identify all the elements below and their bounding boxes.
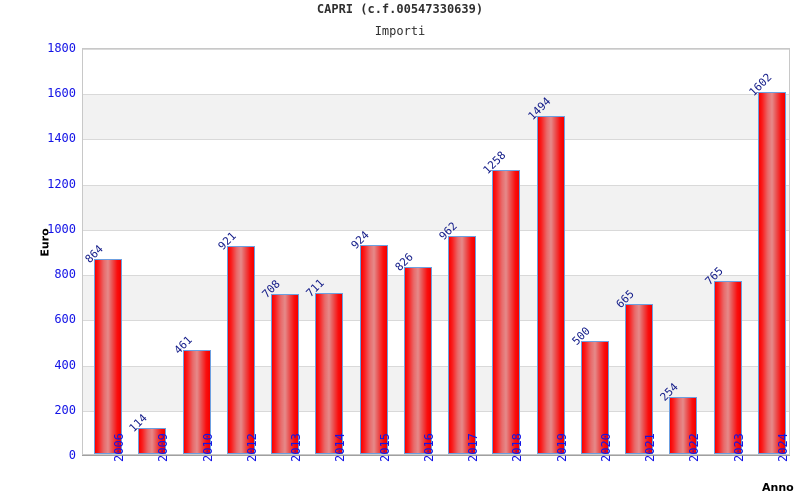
gridline <box>83 49 789 50</box>
y-tick-label: 0 <box>68 448 76 462</box>
x-tick-label: 2009 <box>156 433 171 462</box>
y-tick-label: 600 <box>54 312 76 327</box>
bar[interactable] <box>713 281 742 454</box>
y-axis-ticks: 0 200 400 600 800 1000 1200 1400 1600 1800 <box>0 0 76 500</box>
x-tick-label: 2022 <box>687 433 702 462</box>
bar[interactable] <box>669 396 698 454</box>
chart-title: CAPRI (c.f.00547330639) <box>316 2 484 16</box>
x-tick-label: 2018 <box>510 433 525 462</box>
x-tick-label: 2006 <box>112 433 127 462</box>
gridline <box>83 230 789 231</box>
gridline <box>83 94 789 95</box>
x-tick-label: 2021 <box>643 433 658 462</box>
bar[interactable] <box>271 293 300 454</box>
x-tick-label: 2017 <box>466 433 481 462</box>
bar[interactable] <box>94 258 123 454</box>
bar[interactable] <box>182 349 211 454</box>
x-tick-label: 2016 <box>421 433 436 462</box>
y-tick-label: 1800 <box>47 41 76 55</box>
bar[interactable] <box>448 236 477 454</box>
plot-band <box>83 275 789 321</box>
gridline <box>83 366 789 367</box>
y-tick-label: 1600 <box>47 86 76 101</box>
x-tick-label: 2019 <box>554 433 569 462</box>
plot-band <box>83 94 789 140</box>
gridline <box>83 275 789 276</box>
bar[interactable] <box>359 245 388 454</box>
bar[interactable] <box>757 91 786 454</box>
x-axis-line <box>82 455 790 456</box>
x-tick-label: 2024 <box>775 433 790 462</box>
bar[interactable] <box>226 245 255 454</box>
y-tick-label: 800 <box>54 267 76 282</box>
gridline <box>83 320 789 321</box>
x-tick-label: 2010 <box>200 433 215 462</box>
bar[interactable] <box>403 267 432 454</box>
bar[interactable] <box>625 303 654 454</box>
x-tick-label: 2013 <box>289 433 304 462</box>
y-tick-label: 1200 <box>47 176 76 191</box>
x-tick-label: 2020 <box>598 433 613 462</box>
y-axis-title: Euro <box>38 228 52 257</box>
y-tick-label: 400 <box>54 357 76 372</box>
bar[interactable] <box>315 293 344 454</box>
plot-band <box>83 184 789 230</box>
bar[interactable] <box>580 340 609 454</box>
y-tick-label: 1000 <box>47 221 76 236</box>
bar[interactable] <box>138 428 167 454</box>
y-tick-label: 200 <box>54 402 76 417</box>
chart-subtitle: Importi <box>374 24 426 38</box>
x-axis-title: Anno <box>762 481 794 494</box>
bar[interactable] <box>492 169 521 454</box>
plot-area <box>82 48 790 455</box>
y-tick-label: 1400 <box>47 131 76 146</box>
x-tick-label: 2014 <box>333 433 348 462</box>
gridline <box>83 411 789 412</box>
gridline <box>83 139 789 140</box>
x-tick-label: 2012 <box>244 433 259 462</box>
bar[interactable] <box>536 116 565 454</box>
gridline <box>83 185 789 186</box>
x-tick-label: 2023 <box>731 433 746 462</box>
x-tick-label: 2015 <box>377 433 392 462</box>
